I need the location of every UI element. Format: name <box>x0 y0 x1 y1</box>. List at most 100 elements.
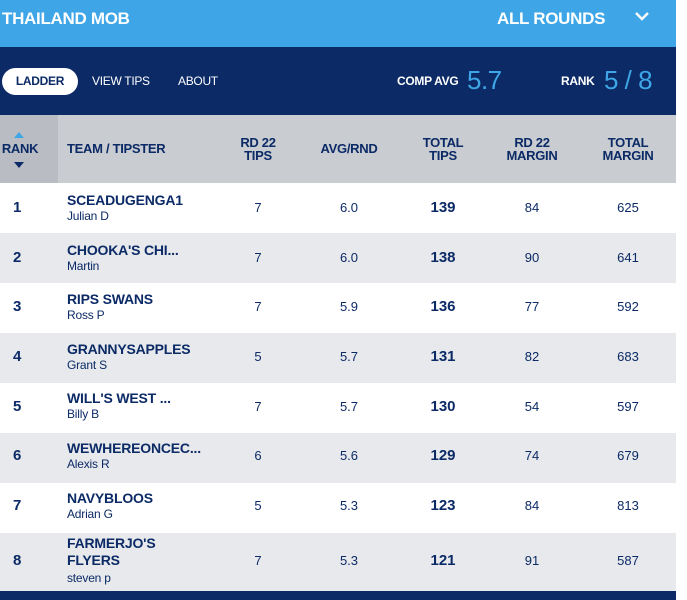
total-margin-cell: 813 <box>617 498 639 513</box>
tab-about[interactable]: ABOUT <box>178 74 218 88</box>
table-row[interactable]: 7 NAVYBLOOS Adrian G 5 5.3 123 84 813 <box>0 483 676 533</box>
rank-cell: 3 <box>13 298 22 315</box>
table-row[interactable]: 4 GRANNYSAPPLES Grant S 5 5.7 131 82 683 <box>0 333 676 383</box>
rd-tips-cell: 7 <box>254 200 262 215</box>
rank-value: 5 / 8 <box>604 65 653 95</box>
comp-avg-value: 5.7 <box>467 65 502 95</box>
rd-margin-header-line2: MARGIN <box>506 148 558 163</box>
rd-margin-cell: 84 <box>524 498 540 513</box>
avg-cell: 5.9 <box>339 299 359 314</box>
total-tips-header-line1: TOTAL <box>422 135 464 150</box>
total-tips-column-header[interactable]: TOTAL TIPS <box>413 136 473 162</box>
total-margin-cell: 625 <box>617 200 639 215</box>
rd-margin-cell: 77 <box>524 299 540 314</box>
chevron-down-icon[interactable] <box>634 10 650 22</box>
rank-cell: 6 <box>13 447 22 464</box>
rd-tips-cell: 5 <box>254 498 262 513</box>
rank-cell: 5 <box>13 398 22 415</box>
total-tips-cell: 136 <box>430 298 456 315</box>
round-selector[interactable]: ALL ROUNDS <box>497 9 606 28</box>
team-column-header[interactable]: TEAM / TIPSTER <box>67 141 166 156</box>
rd-tips-cell: 7 <box>254 399 262 414</box>
tab-ladder[interactable]: LADDER <box>2 68 78 95</box>
sort-down-icon[interactable] <box>14 162 24 168</box>
team-name[interactable]: WEWHEREONCEC... <box>67 440 201 456</box>
avg-cell: 5.6 <box>339 448 359 463</box>
bottom-border <box>0 591 676 600</box>
rd-margin-cell: 54 <box>524 399 540 414</box>
team-name[interactable]: GRANNYSAPPLES <box>67 341 191 357</box>
total-margin-cell: 592 <box>617 299 639 314</box>
rd-tips-column-header[interactable]: RD 22 TIPS <box>228 136 288 162</box>
tipster-name: Grant S <box>67 358 107 372</box>
avg-cell: 5.7 <box>339 399 359 414</box>
rank-label: RANK <box>561 74 595 88</box>
tipster-name: Alexis R <box>67 457 110 471</box>
rd-tips-cell: 7 <box>254 299 262 314</box>
table-row[interactable]: 8 FARMERJO'S FLYERS steven p 7 5.3 121 9… <box>0 533 676 591</box>
total-margin-cell: 679 <box>617 448 639 463</box>
rd-margin-header-line1: RD 22 <box>514 135 550 150</box>
total-margin-cell: 641 <box>617 250 639 265</box>
total-margin-cell: 683 <box>617 349 639 364</box>
total-margin-header-line2: MARGIN <box>602 148 654 163</box>
table-row[interactable]: 1 SCEADUGENGA1 Julian D 7 6.0 139 84 625 <box>0 183 676 233</box>
avg-cell: 5.3 <box>339 498 359 513</box>
total-margin-column-header[interactable]: TOTAL MARGIN <box>593 136 663 162</box>
total-margin-cell: 597 <box>617 399 639 414</box>
table-header: RANK TEAM / TIPSTER RD 22 TIPS AVG/RND T… <box>0 115 676 183</box>
rd-margin-column-header[interactable]: RD 22 MARGIN <box>497 136 567 162</box>
team-name[interactable]: CHOOKA'S CHI... <box>67 242 179 258</box>
rd-margin-cell: 74 <box>524 448 540 463</box>
total-tips-cell: 139 <box>430 199 456 216</box>
rd-tips-cell: 7 <box>254 250 262 265</box>
rd-tips-cell: 5 <box>254 349 262 364</box>
tipster-name: steven p <box>67 571 111 585</box>
top-bar: THAILAND MOB ALL ROUNDS <box>0 0 676 47</box>
table-row[interactable]: 5 WILL'S WEST ... Billy B 7 5.7 130 54 5… <box>0 383 676 433</box>
tipster-name: Martin <box>67 259 100 273</box>
total-margin-cell: 587 <box>617 553 639 568</box>
rank-column-header[interactable]: RANK <box>1 141 39 156</box>
rank-cell: 1 <box>13 199 22 216</box>
rd-tips-header-line2: TIPS <box>244 148 272 163</box>
total-tips-header-line2: TIPS <box>429 148 457 163</box>
rd-margin-cell: 84 <box>524 200 540 215</box>
avg-cell: 6.0 <box>339 200 359 215</box>
rank-header-cell[interactable]: RANK <box>0 115 58 183</box>
avg-cell: 6.0 <box>339 250 359 265</box>
rank-cell: 2 <box>13 249 22 266</box>
table-row[interactable]: 6 WEWHEREONCEC... Alexis R 6 5.6 129 74 … <box>0 433 676 483</box>
rank-cell: 8 <box>13 552 22 569</box>
competition-title: THAILAND MOB <box>2 9 130 28</box>
tipster-name: Billy B <box>67 407 99 421</box>
team-name[interactable]: RIPS SWANS <box>67 291 153 307</box>
total-tips-cell: 138 <box>430 249 456 266</box>
team-name[interactable]: NAVYBLOOS <box>67 490 153 506</box>
rd-margin-cell: 82 <box>524 349 540 364</box>
table-row[interactable]: 3 RIPS SWANS Ross P 7 5.9 136 77 592 <box>0 283 676 333</box>
avg-cell: 5.7 <box>339 349 359 364</box>
team-name[interactable]: FARMERJO'S FLYERS <box>67 535 156 568</box>
comp-avg-label: COMP AVG <box>397 74 459 88</box>
total-tips-cell: 123 <box>430 497 456 514</box>
rd-tips-cell: 7 <box>254 553 262 568</box>
rd-tips-header-line1: RD 22 <box>240 135 276 150</box>
rd-tips-cell: 6 <box>254 448 262 463</box>
nav-bar: LADDER VIEW TIPS ABOUT COMP AVG 5.7 RANK… <box>0 47 676 115</box>
table-row[interactable]: 2 CHOOKA'S CHI... Martin 7 6.0 138 90 64… <box>0 233 676 283</box>
total-tips-cell: 121 <box>430 552 456 569</box>
tipster-name: Julian D <box>67 209 109 223</box>
sort-up-icon[interactable] <box>14 132 24 138</box>
tipster-name: Ross P <box>67 308 105 322</box>
total-tips-cell: 131 <box>430 348 456 365</box>
rank-cell: 7 <box>13 497 22 514</box>
tab-view-tips[interactable]: VIEW TIPS <box>92 74 150 88</box>
avg-column-header[interactable]: AVG/RND <box>320 141 378 156</box>
tipster-name: Adrian G <box>67 507 113 521</box>
total-tips-cell: 130 <box>430 398 456 415</box>
total-margin-header-line1: TOTAL <box>607 135 649 150</box>
team-name[interactable]: WILL'S WEST ... <box>67 390 171 406</box>
rd-margin-cell: 91 <box>524 553 540 568</box>
team-name[interactable]: SCEADUGENGA1 <box>67 192 183 208</box>
